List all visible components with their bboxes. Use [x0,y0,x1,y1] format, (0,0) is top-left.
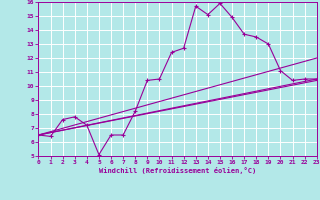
X-axis label: Windchill (Refroidissement éolien,°C): Windchill (Refroidissement éolien,°C) [99,167,256,174]
